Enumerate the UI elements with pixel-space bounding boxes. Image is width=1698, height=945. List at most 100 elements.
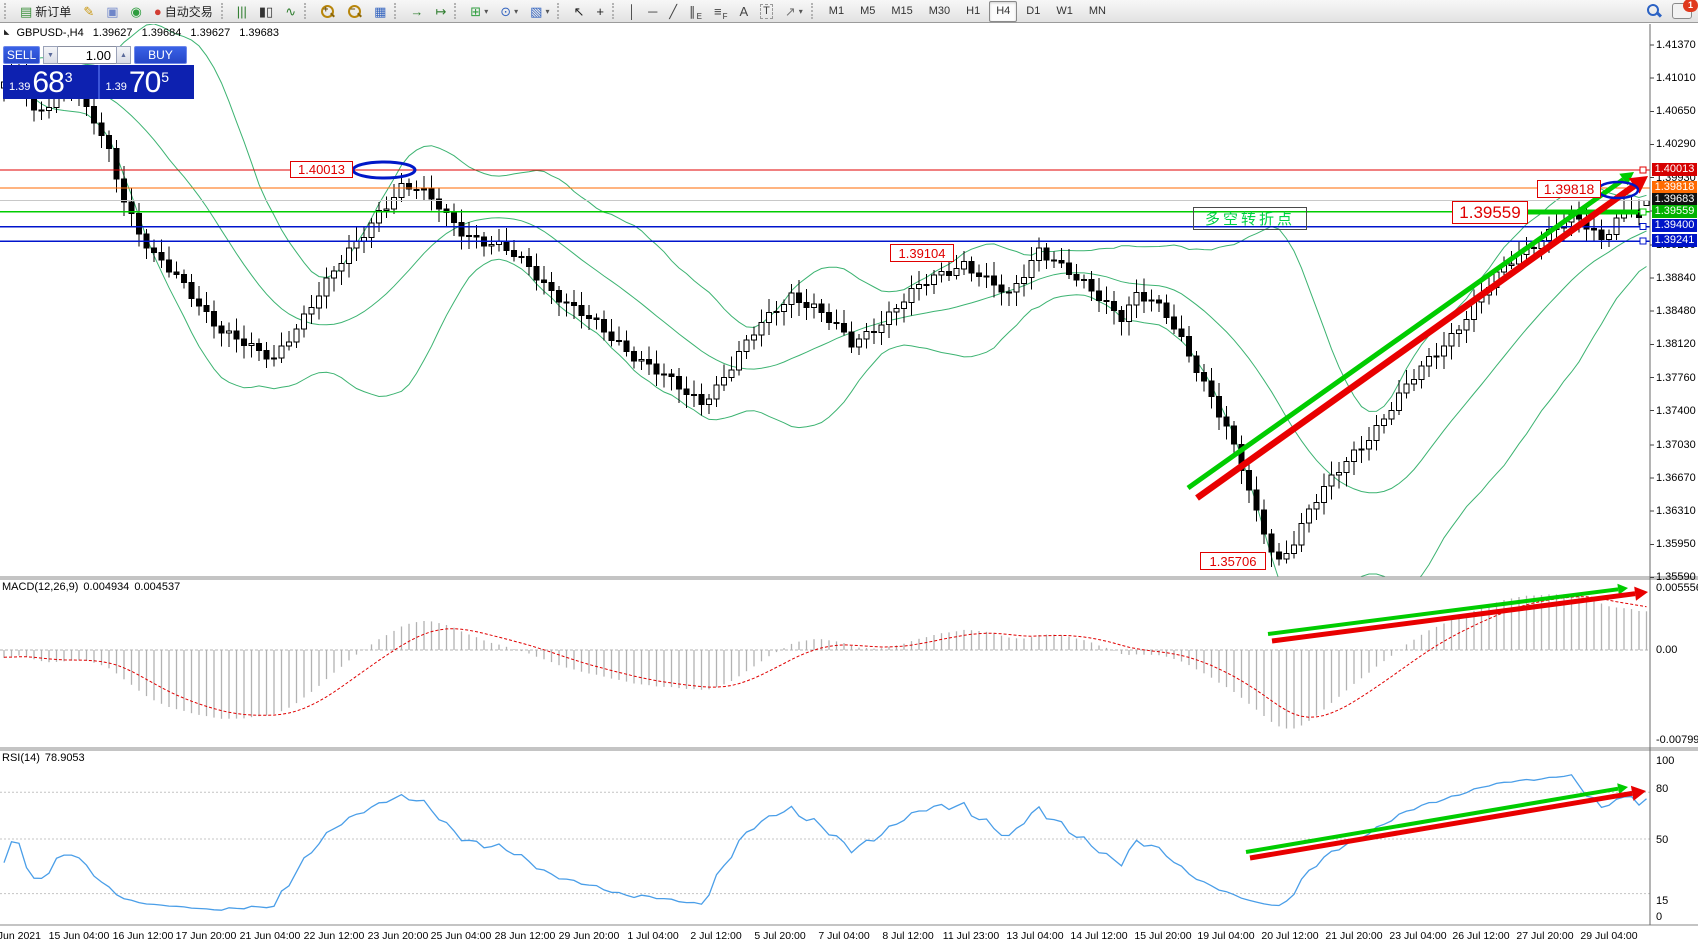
- auto-scroll-icon: →: [410, 3, 424, 19]
- time-axis-label: 17 Jun 20:00: [175, 930, 237, 942]
- crosshair-icon: +: [596, 3, 604, 19]
- price-tag: 1.39241: [1652, 234, 1697, 247]
- annotation-price-label[interactable]: 1.35706: [1200, 552, 1266, 570]
- snapshot-icon[interactable]: ▣: [101, 1, 123, 22]
- broadcast-icon: ◉: [130, 3, 142, 19]
- buy-price-prefix: 1.39: [105, 81, 127, 93]
- crosshair-icon[interactable]: +: [591, 1, 609, 22]
- price-axis-label: 1.37760: [1656, 372, 1696, 384]
- toolbar-group-handle[interactable]: [557, 3, 564, 19]
- search-icon[interactable]: [1645, 2, 1663, 19]
- cursor-icon: ↖: [573, 3, 585, 19]
- buy-button[interactable]: BUY: [134, 46, 187, 64]
- time-axis-label: 21 Jun 04:00: [239, 930, 301, 942]
- annotation-price-label[interactable]: 1.39559: [1452, 201, 1528, 224]
- time-axis-label: 1 Jul 04:00: [627, 930, 679, 942]
- toolbar-group-handle[interactable]: [220, 3, 228, 19]
- zoom-out-icon[interactable]: −: [342, 1, 367, 22]
- chevron-down-icon: ▾: [798, 6, 803, 16]
- trendline-icon[interactable]: ╱: [664, 1, 682, 22]
- candlestick-chart-icon: ▮▯: [258, 3, 274, 19]
- timeframe-m1[interactable]: M1: [828, 5, 845, 17]
- toolbar-group-handle[interactable]: [810, 3, 818, 19]
- ohlc-low: 1.39627: [190, 27, 231, 39]
- timeframe-w1[interactable]: W1: [1056, 5, 1073, 17]
- rsi-axis-label: 0: [1656, 911, 1663, 923]
- time-axis-label: 15 Jul 20:00: [1134, 930, 1192, 942]
- toolbar-group-handle[interactable]: [4, 3, 11, 19]
- annotation-price-label[interactable]: 1.40013: [290, 161, 353, 178]
- bollinger-bands: [3, 24, 1647, 577]
- annotation-price-label[interactable]: 1.39818: [1537, 180, 1601, 198]
- auto-scroll-icon[interactable]: →: [405, 1, 428, 22]
- macd-axis-label: 0.00: [1656, 644, 1678, 656]
- toolbar-group-handle[interactable]: [304, 3, 311, 19]
- volume-down-button[interactable]: ▼: [43, 46, 58, 64]
- timeframe-m5[interactable]: M5: [860, 5, 876, 17]
- cursor-icon[interactable]: ↖: [568, 1, 589, 22]
- toolbar-group-handle[interactable]: [394, 3, 401, 19]
- bar-chart-icon[interactable]: |||: [232, 1, 252, 22]
- candlestick-chart-icon[interactable]: ▮▯: [254, 1, 278, 22]
- annotation-price-label[interactable]: 1.39104: [890, 244, 954, 262]
- time-axis-label: 28 Jun 12:00: [494, 930, 556, 942]
- chart-shift-icon[interactable]: ↦: [430, 1, 451, 22]
- time-axis-label: 13 Jul 04:00: [1006, 930, 1064, 942]
- label-icon[interactable]: T: [755, 1, 778, 22]
- volume-up-button[interactable]: ▲: [116, 46, 131, 64]
- channel-icon[interactable]: ∥ E: [684, 1, 707, 22]
- timeframe-m15[interactable]: M15: [891, 5, 913, 17]
- new-order-button[interactable]: ▤ 新订单: [15, 1, 76, 22]
- sell-price[interactable]: 1.39 68 3: [3, 65, 98, 99]
- horizontal-line-icon: ─: [648, 3, 658, 19]
- time-axis-label: 11 Jul 23:00: [942, 930, 1000, 942]
- zoom-in-icon[interactable]: +: [315, 1, 340, 22]
- fibonacci-icon[interactable]: ≡ F: [709, 1, 732, 22]
- buy-price[interactable]: 1.39 70 5: [97, 65, 195, 99]
- vertical-line-icon[interactable]: │: [623, 1, 641, 22]
- bar-chart-icon: |||: [236, 3, 247, 19]
- time-axis-label: 23 Jul 04:00: [1389, 930, 1447, 942]
- broadcast-icon[interactable]: ◉: [126, 1, 147, 22]
- toolbar-group-handle[interactable]: [454, 3, 461, 19]
- rsi-uptrend-red: [1249, 785, 1646, 861]
- time-axis-label: 29 Jul 04:00: [1580, 930, 1638, 942]
- templates-icon[interactable]: ▧ ▾: [525, 1, 554, 22]
- timeframe-mn[interactable]: MN: [1088, 5, 1106, 17]
- toolbar-group-handle[interactable]: [611, 3, 619, 19]
- time-axis-label: 21 Jul 20:00: [1325, 930, 1383, 942]
- time-axis-label: 26 Jul 12:00: [1452, 930, 1510, 942]
- macd-uptrend-red: [1271, 586, 1648, 644]
- shapes-icon[interactable]: ↗ ▾: [780, 1, 808, 22]
- rsi-axis-label: 50: [1656, 834, 1669, 846]
- periods-icon[interactable]: ⊙ ▾: [495, 1, 523, 22]
- timeframe-d1[interactable]: D1: [1026, 5, 1041, 17]
- crayon-icon[interactable]: ✎: [78, 1, 99, 22]
- sell-button[interactable]: SELL: [3, 46, 40, 64]
- time-axis-label: 15 Jun 04:00: [48, 930, 110, 942]
- timeframe-h1[interactable]: H1: [966, 5, 981, 17]
- time-axis-label: 19 Jul 04:00: [1197, 930, 1255, 942]
- text-icon: A: [739, 3, 749, 19]
- text-icon[interactable]: A: [734, 1, 753, 22]
- tile-windows-icon[interactable]: ▦: [369, 1, 391, 22]
- line-chart-icon[interactable]: ∿: [280, 1, 301, 22]
- autotrading-button[interactable]: ● 自动交易: [149, 1, 218, 22]
- volume-input[interactable]: [58, 46, 116, 64]
- note-turning-point[interactable]: 多空转折点: [1193, 207, 1307, 230]
- zoom-in-icon: +: [320, 4, 336, 19]
- templates-icon: ▧: [530, 3, 543, 19]
- indicators-icon[interactable]: ⊞ ▾: [465, 1, 493, 22]
- macd-axis-label: 0.005556: [1656, 582, 1698, 594]
- timeframe-h4[interactable]: H4: [989, 0, 1018, 22]
- chat-icon[interactable]: 1: [1672, 0, 1698, 19]
- horizontal-line-icon[interactable]: ─: [643, 1, 662, 22]
- price-axis-label: 1.35950: [1656, 538, 1696, 550]
- ohlc-close: 1.39683: [239, 27, 280, 39]
- autotrading-button-label: 自动交易: [164, 4, 213, 19]
- price-tag: 1.39400: [1652, 219, 1697, 232]
- buy-price-big: 70: [128, 66, 161, 99]
- timeframe-m30[interactable]: M30: [928, 5, 951, 17]
- macd-panel: [0, 593, 1650, 729]
- price-tag: 1.39818: [1652, 181, 1697, 194]
